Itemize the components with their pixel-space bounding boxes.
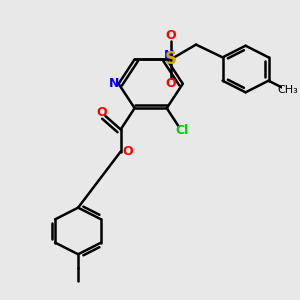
Text: O: O <box>122 145 133 158</box>
Text: S: S <box>165 50 177 68</box>
Text: N: N <box>164 49 174 62</box>
Text: Cl: Cl <box>175 124 188 137</box>
Text: O: O <box>166 76 176 90</box>
Text: O: O <box>166 29 176 42</box>
Text: O: O <box>97 106 107 119</box>
Text: N: N <box>108 77 119 90</box>
Text: CH₃: CH₃ <box>278 85 298 95</box>
